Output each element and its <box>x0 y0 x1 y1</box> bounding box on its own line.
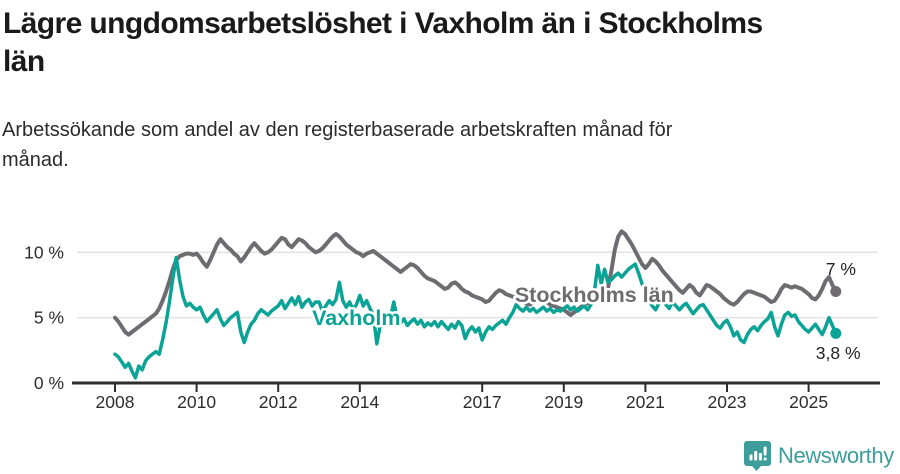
y-tick-label: 5 % <box>34 308 64 328</box>
y-tick-label: 10 % <box>24 242 64 262</box>
unemployment-line-chart: 2008 2010 2012 2014 2017 2019 2021 2023 2025 0 % 5… <box>24 229 880 412</box>
brand-name: Newsworthy <box>778 443 894 468</box>
page-title-line1: Lägre ungdomsarbetslöshet i Vaxholm än i… <box>3 7 763 40</box>
x-tick-label: 2023 <box>708 392 747 412</box>
y-tick-label: 0 % <box>34 373 64 393</box>
series-line-stockholms-lan <box>113 229 838 337</box>
x-tick-label: 2008 <box>96 392 135 412</box>
series-end-value-label: 7 % <box>826 259 856 279</box>
x-tick-label: 2017 <box>463 392 502 412</box>
page-title-line2: län <box>3 45 45 78</box>
x-tick-label: 2021 <box>626 392 665 412</box>
newsworthy-logo[interactable]: Newsworthy <box>744 441 894 471</box>
x-tick-label: 2019 <box>544 392 583 412</box>
x-tick-label: 2025 <box>789 392 828 412</box>
series-line-vaxholm <box>113 255 838 380</box>
bar-chart-speech-bubble-icon <box>744 441 771 471</box>
series-end-value-label: 3,8 % <box>816 343 861 363</box>
x-tick-label: 2010 <box>177 392 216 412</box>
x-tick-label: 2014 <box>340 392 379 412</box>
series-end-dot <box>830 286 842 298</box>
series-name-label: Stockholms län <box>515 283 674 307</box>
x-tick-label: 2012 <box>259 392 298 412</box>
series-end-dot <box>830 327 842 339</box>
page-subtitle-line1: Arbetssökande som andel av den registerb… <box>2 119 673 141</box>
page-subtitle-line2: månad. <box>2 149 69 171</box>
page-subtitle: Arbetssökande som andel av den registerb… <box>2 115 842 175</box>
page-title: Lägre ungdomsarbetslöshet i Vaxholm än i… <box>3 5 883 81</box>
series-name-label: Vaxholm <box>312 306 400 330</box>
